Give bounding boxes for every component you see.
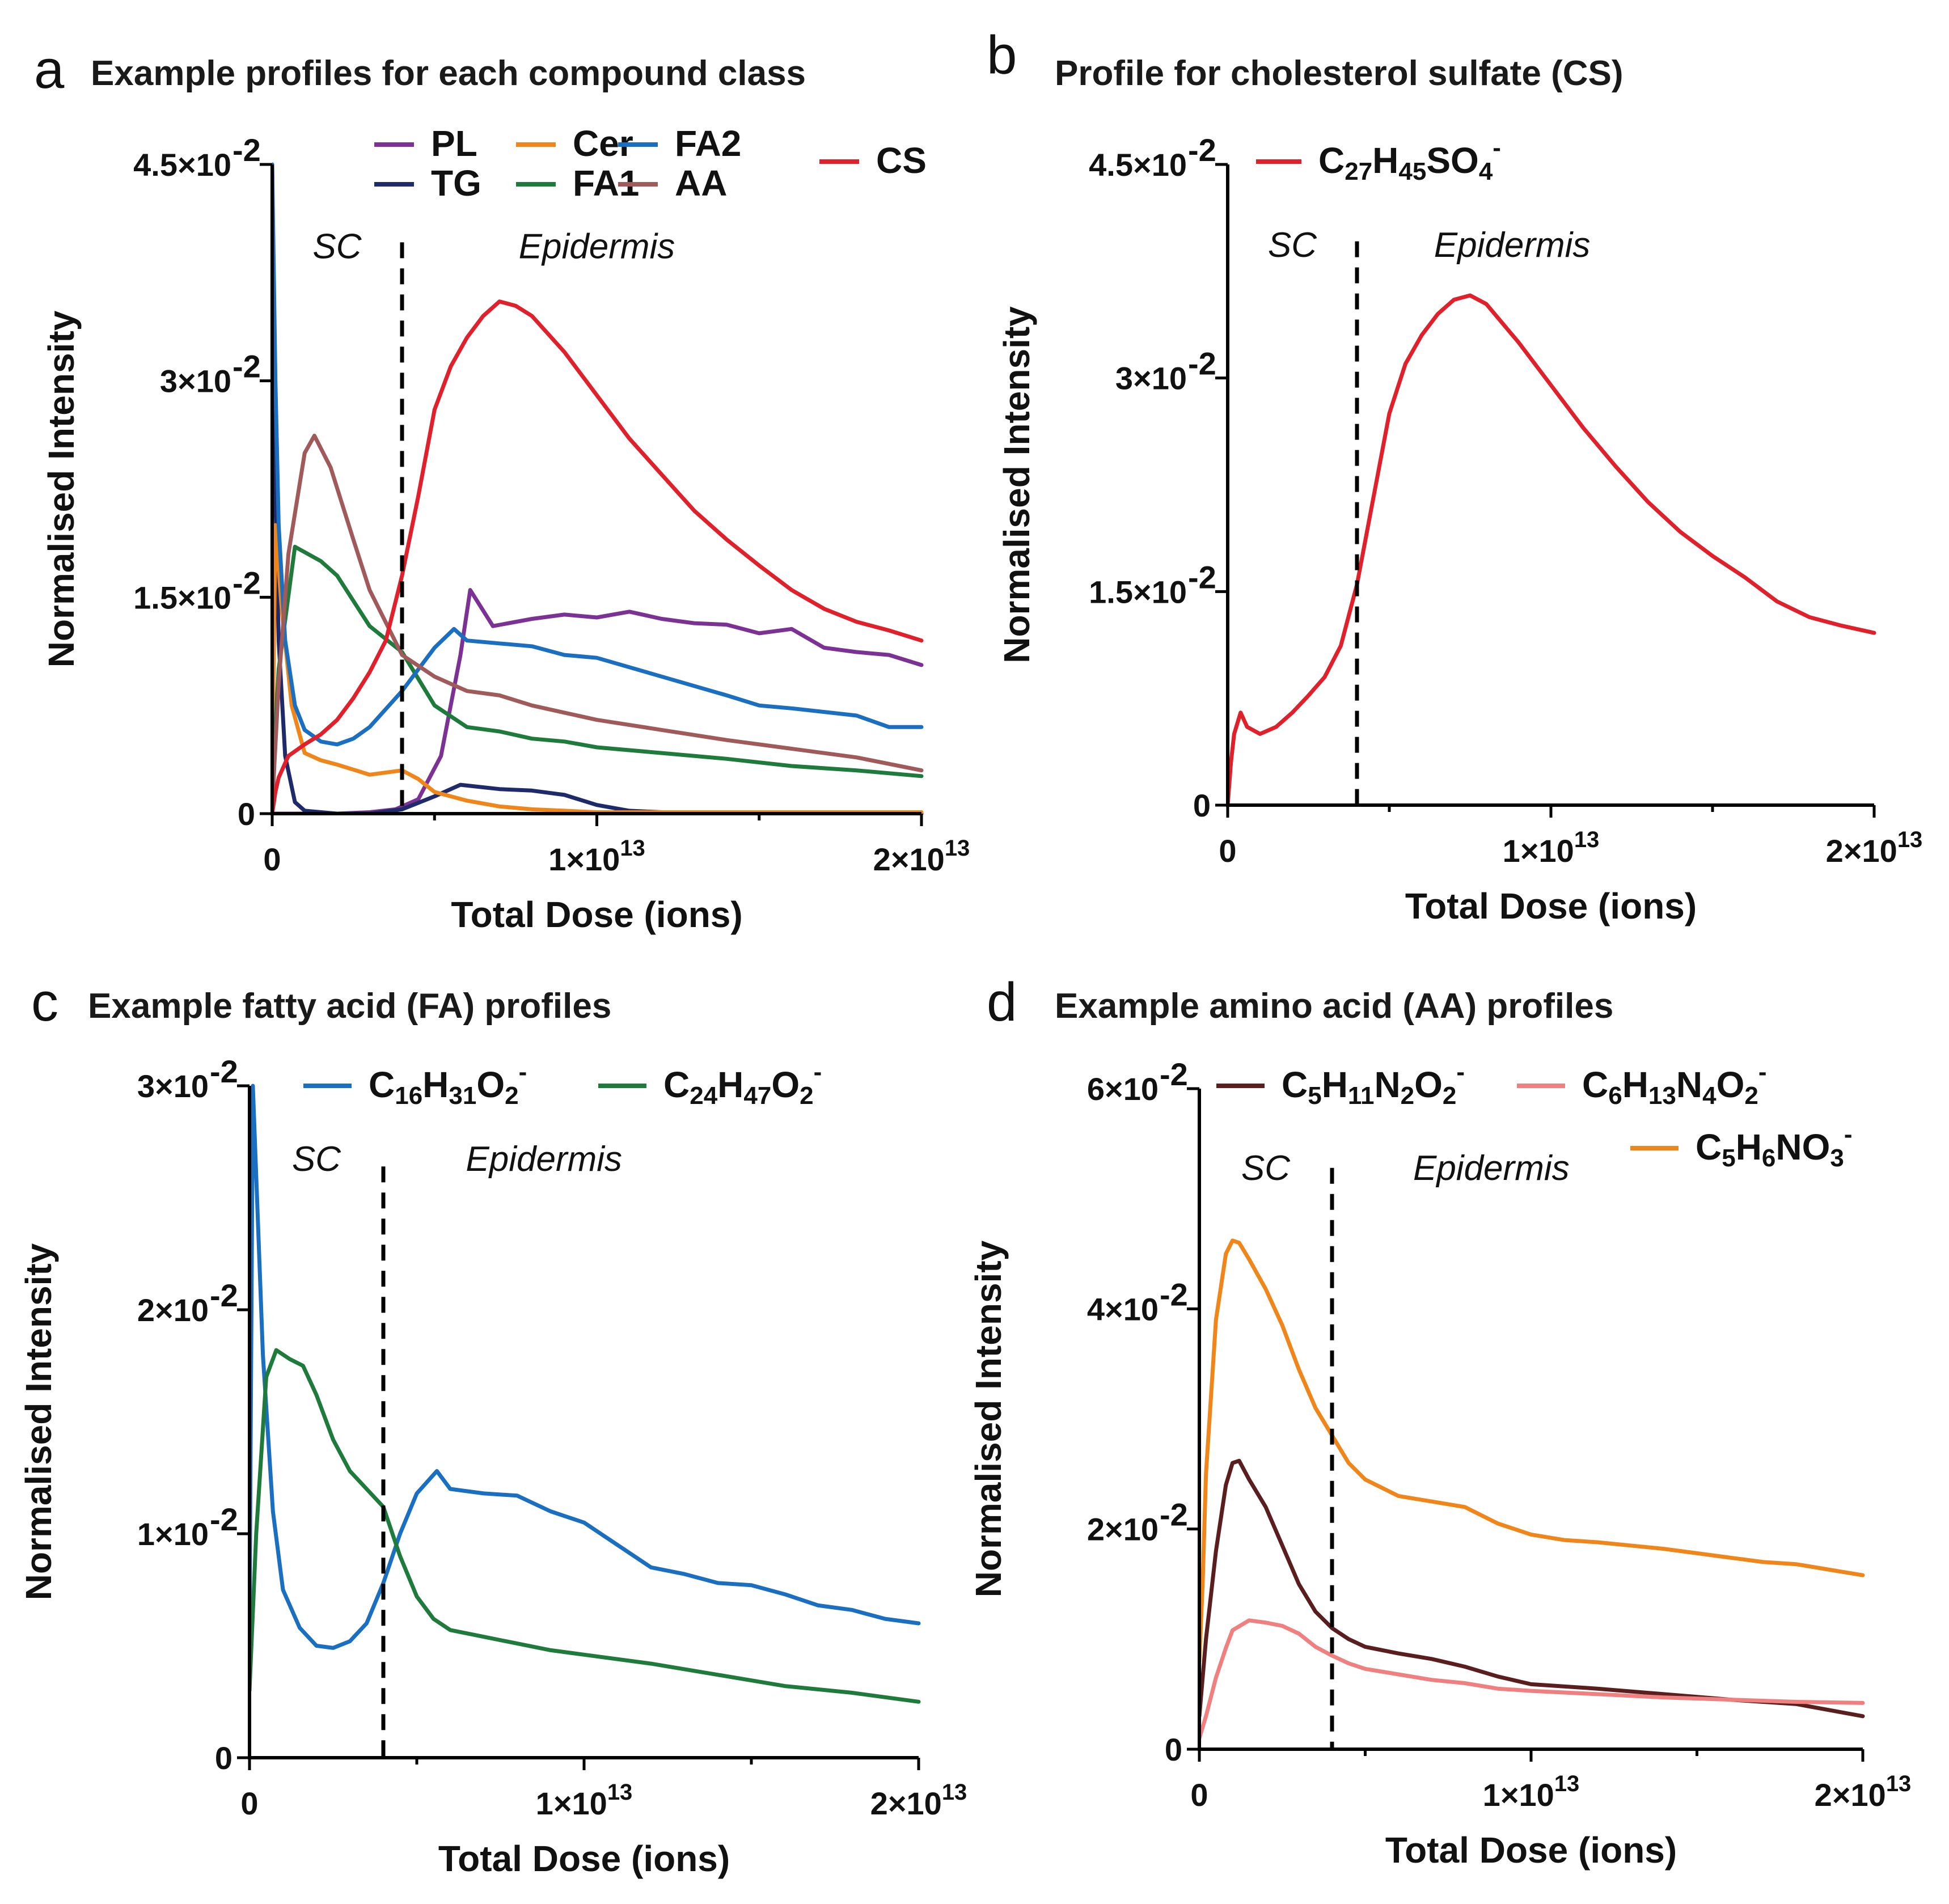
region-label: Epidermis [1413,1149,1570,1188]
legend: C16H31O2- C24H47O2- [303,1058,822,1110]
series-line-Cer [272,523,924,814]
x-tick-label: 1×1013 [536,1780,633,1821]
series-line-C6H13N4O2- [1199,1618,1865,1741]
y-tick-label: 2×10 [1087,1512,1159,1547]
series-line-C24H47O2- [250,1348,921,1704]
legend-label: TG [431,163,481,204]
panel-a: a Example profiles for each compound clas… [34,39,970,935]
region-label: SC [1268,226,1317,265]
x-tick-label: 2×1013 [873,836,970,877]
x-tick-label: 0 [263,841,281,877]
legend-label: C5H6NO3- [1696,1120,1853,1172]
x-tick-label: 1×1013 [1483,1771,1580,1813]
x-tick-label: 1×1013 [1503,827,1600,869]
region-label: SC [1241,1149,1291,1188]
legend-label: AA [675,163,727,204]
x-tick-label: 2×1013 [1815,1771,1912,1813]
region-label: Epidermis [466,1140,622,1179]
panel-b: b Profile for cholesterol sulfate (CS) SC E… [987,25,1922,926]
x-axis-title: Total Dose (ions) [1405,886,1697,926]
y-tick-label: 4×10 [1087,1291,1159,1327]
panel-letter: a [34,39,65,100]
panel-letter: b [987,25,1017,86]
legend-label: PL [431,123,477,164]
y-tick-label: 1.5×10 [1089,574,1187,610]
region-label: Epidermis [1434,226,1591,265]
legend-label: C16H31O2- [369,1058,527,1110]
x-axis-title: Total Dose (ions) [438,1838,730,1879]
y-tick-exponent: -2 [232,565,261,600]
panel-title: Example fatty acid (FA) profiles [88,987,611,1026]
x-tick-label: 0 [1219,833,1236,869]
panel-title: Profile for cholesterol sulfate (CS) [1055,54,1624,93]
panel-title: Example amino acid (AA) profiles [1055,987,1613,1026]
legend-label: C5H11N2O2- [1282,1058,1465,1110]
legend-label: C24H47O2- [663,1058,822,1110]
y-tick-label: 3×10 [1115,361,1187,396]
series-group [1199,1238,1865,1741]
y-tick-label: 3×10 [137,1068,209,1104]
legend-label: C6H13N4O2- [1582,1058,1767,1110]
y-tick-label: 0 [1165,1732,1182,1767]
panel-c: c Example fatty acid (FA) profiles SC Epide… [18,972,967,1879]
x-tick-label: 1×1013 [548,836,645,877]
y-tick-label: 1×10 [137,1516,209,1552]
series-group [1228,293,1876,806]
panel-title: Example profiles for each compound class [91,54,806,93]
x-axis-title: Total Dose (ions) [451,894,742,935]
region-label: SC [312,227,362,266]
y-tick-exponent: -2 [1188,132,1216,168]
region-label: Epidermis [519,227,675,266]
panel-d: d Example amino acid (AA) profiles SC Epide… [968,972,1911,1871]
legend-label: C27H45SO4- [1318,134,1501,185]
y-tick-exponent: -2 [232,349,261,384]
y-axis-title: Normalised Intensity [41,310,82,667]
legend: C27H45SO4- [1256,134,1501,185]
series-line-C5H6NO3- [1199,1238,1865,1664]
y-axis-title: Normalised Intensity [18,1243,59,1600]
series-group [250,1084,921,1704]
legend-label: FA2 [675,123,741,164]
panel-letter: d [987,972,1017,1033]
panel-letter: c [31,972,58,1033]
region-label: SC [292,1140,341,1179]
series-line-FA2 [272,162,924,747]
series-group [272,162,924,815]
series-line-FA1 [272,544,924,787]
y-tick-label: 3×10 [160,363,231,399]
y-tick-exponent: -2 [1160,1276,1188,1312]
y-tick-exponent: -2 [1188,559,1216,595]
y-tick-label: 4.5×10 [133,147,231,183]
y-tick-exponent: -2 [210,1501,238,1537]
legend-label: CS [876,140,927,181]
y-tick-label: 4.5×10 [1089,147,1187,183]
y-tick-exponent: -2 [1160,1497,1188,1533]
series-line-C5H11N2O2- [1199,1458,1865,1719]
x-tick-label: 2×1013 [870,1780,967,1821]
y-tick-label: 0 [215,1740,232,1776]
y-tick-exponent: -2 [210,1277,238,1313]
y-tick-exponent: -2 [210,1053,238,1089]
y-tick-label: 1.5×10 [133,579,231,615]
x-tick-label: 0 [1190,1777,1208,1813]
x-axis-title: Total Dose (ions) [1385,1830,1677,1871]
y-tick-exponent: -2 [1188,346,1216,382]
y-tick-label: 2×10 [137,1292,209,1328]
y-tick-exponent: -2 [1160,1056,1188,1092]
series-line-CS [272,299,924,815]
legend: C5H11N2O2- C6H13N4O2- C5H6NO3- [1216,1058,1853,1172]
y-axis-title: Normalised Intensity [996,306,1037,663]
series-line-AA [272,433,924,809]
y-tick-label: 0 [238,796,255,832]
y-tick-label: 0 [1193,788,1211,823]
series-line-C16H31O2- [250,1084,921,1650]
x-tick-label: 0 [240,1785,258,1821]
series-line-C27H45SO4- [1228,293,1876,806]
y-tick-label: 6×10 [1087,1071,1159,1107]
x-tick-label: 2×1013 [1826,827,1923,869]
y-tick-exponent: -2 [232,132,261,168]
y-axis-title: Normalised Intensity [968,1240,1009,1597]
